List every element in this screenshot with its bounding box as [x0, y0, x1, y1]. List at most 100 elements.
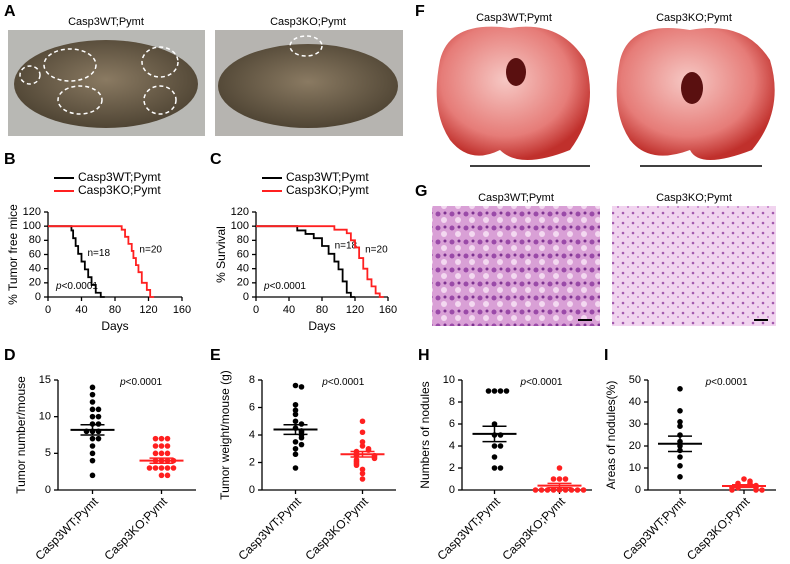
data-point	[158, 472, 165, 479]
y-tick-label: 10	[443, 374, 455, 386]
data-point	[292, 439, 299, 445]
y-tick-label: 40	[629, 396, 641, 408]
data-point	[497, 443, 504, 449]
photo-label: Casp3WT;Pymt	[478, 192, 554, 204]
data-point	[677, 454, 683, 460]
y-tick-label: 10	[629, 462, 641, 474]
data-point	[677, 419, 683, 425]
lung-hilum	[681, 72, 703, 104]
data-point	[562, 476, 569, 482]
x-tick-label: 160	[379, 304, 397, 316]
category-label: Casp3WT;Pymt	[620, 494, 689, 563]
y-tick-label: 5	[45, 447, 51, 459]
data-point	[89, 384, 96, 391]
y-tick-label: 20	[29, 277, 41, 289]
data-point	[497, 388, 504, 394]
data-point	[677, 408, 683, 414]
data-point	[556, 476, 563, 482]
survival-line	[48, 225, 105, 298]
y-tick-label: 80	[237, 234, 249, 246]
x-tick-label: 80	[109, 304, 121, 316]
data-point	[89, 435, 96, 442]
x-tick-label: 120	[139, 304, 157, 316]
data-point	[538, 487, 545, 493]
y-tick-label: 120	[231, 206, 249, 218]
photo-label: Casp3KO;Pymt	[656, 12, 732, 24]
y-axis-label: Areas of nodules(%)	[604, 381, 618, 490]
data-point	[292, 451, 299, 458]
y-tick-label: 8	[249, 374, 255, 386]
y-tick-label: 15	[39, 374, 51, 386]
y-tick-label: 4	[249, 429, 255, 441]
data-point	[292, 418, 299, 425]
p-symbol: p	[55, 281, 62, 292]
data-point	[89, 472, 96, 479]
panel-letter: G	[415, 183, 427, 200]
p-number: <0.0001	[62, 281, 99, 292]
y-tick-label: 50	[629, 374, 641, 386]
p-symbol: p	[263, 281, 270, 292]
y-tick-label: 100	[231, 220, 249, 232]
category-label: Casp3WT;Pymt	[32, 494, 101, 563]
data-point	[497, 465, 504, 471]
data-point	[503, 388, 510, 394]
p-symbol: p	[520, 377, 527, 388]
y-axis-label: Tumor number/mouse	[14, 376, 28, 494]
data-point	[158, 465, 165, 471]
category-label: Casp3KO;Pymt	[684, 494, 753, 563]
data-point	[741, 476, 747, 482]
data-point	[89, 450, 96, 457]
p-value: p<0.0001	[263, 281, 306, 292]
data-point	[359, 466, 366, 473]
data-point	[298, 441, 305, 448]
data-point	[574, 487, 581, 493]
photo-label: Casp3WT;Pymt	[476, 12, 552, 24]
y-tick-label: 0	[449, 484, 455, 496]
data-point	[89, 457, 96, 464]
photo-label: Casp3KO;Pymt	[656, 192, 732, 204]
p-number: <0.0001	[526, 377, 563, 388]
legend-label: Casp3KO;Pymt	[286, 183, 369, 197]
data-point	[89, 391, 96, 398]
data-point	[359, 470, 366, 477]
y-tick-label: 2	[249, 456, 255, 468]
y-tick-label: 2	[449, 462, 455, 474]
panel-letter: H	[418, 347, 430, 364]
histology	[612, 206, 776, 326]
y-tick-label: 0	[35, 291, 41, 303]
y-tick-label: 30	[629, 418, 641, 430]
y-tick-label: 20	[629, 440, 641, 452]
y-tick-label: 20	[237, 277, 249, 289]
data-point	[158, 450, 165, 457]
data-point	[292, 445, 299, 452]
x-tick-label: 40	[283, 304, 295, 316]
data-point	[292, 382, 299, 389]
data-point	[292, 401, 299, 408]
data-point	[359, 429, 366, 436]
x-axis-label: Days	[101, 319, 128, 333]
data-point	[298, 384, 305, 390]
y-tick-label: 40	[237, 263, 249, 275]
y-tick-label: 100	[23, 220, 41, 232]
x-tick-label: 0	[253, 304, 259, 316]
panel-letter: E	[210, 347, 221, 364]
data-point	[170, 465, 177, 471]
y-axis-label: % Survival	[214, 226, 228, 283]
tumor-outline	[289, 35, 323, 57]
legend-label: Casp3KO;Pymt	[78, 183, 161, 197]
p-value: p<0.0001	[520, 377, 563, 388]
p-symbol: p	[705, 377, 712, 388]
y-tick-label: 0	[243, 291, 249, 303]
data-point	[759, 487, 765, 493]
panel-letter: C	[210, 151, 222, 168]
p-number: <0.0001	[328, 377, 365, 388]
y-tick-label: 4	[449, 440, 455, 452]
data-point	[164, 435, 171, 442]
data-point	[556, 465, 563, 471]
data-point	[485, 388, 492, 394]
x-tick-label: 0	[45, 304, 51, 316]
y-tick-label: 0	[635, 484, 641, 496]
data-point	[89, 443, 96, 449]
y-tick-label: 60	[237, 248, 249, 260]
